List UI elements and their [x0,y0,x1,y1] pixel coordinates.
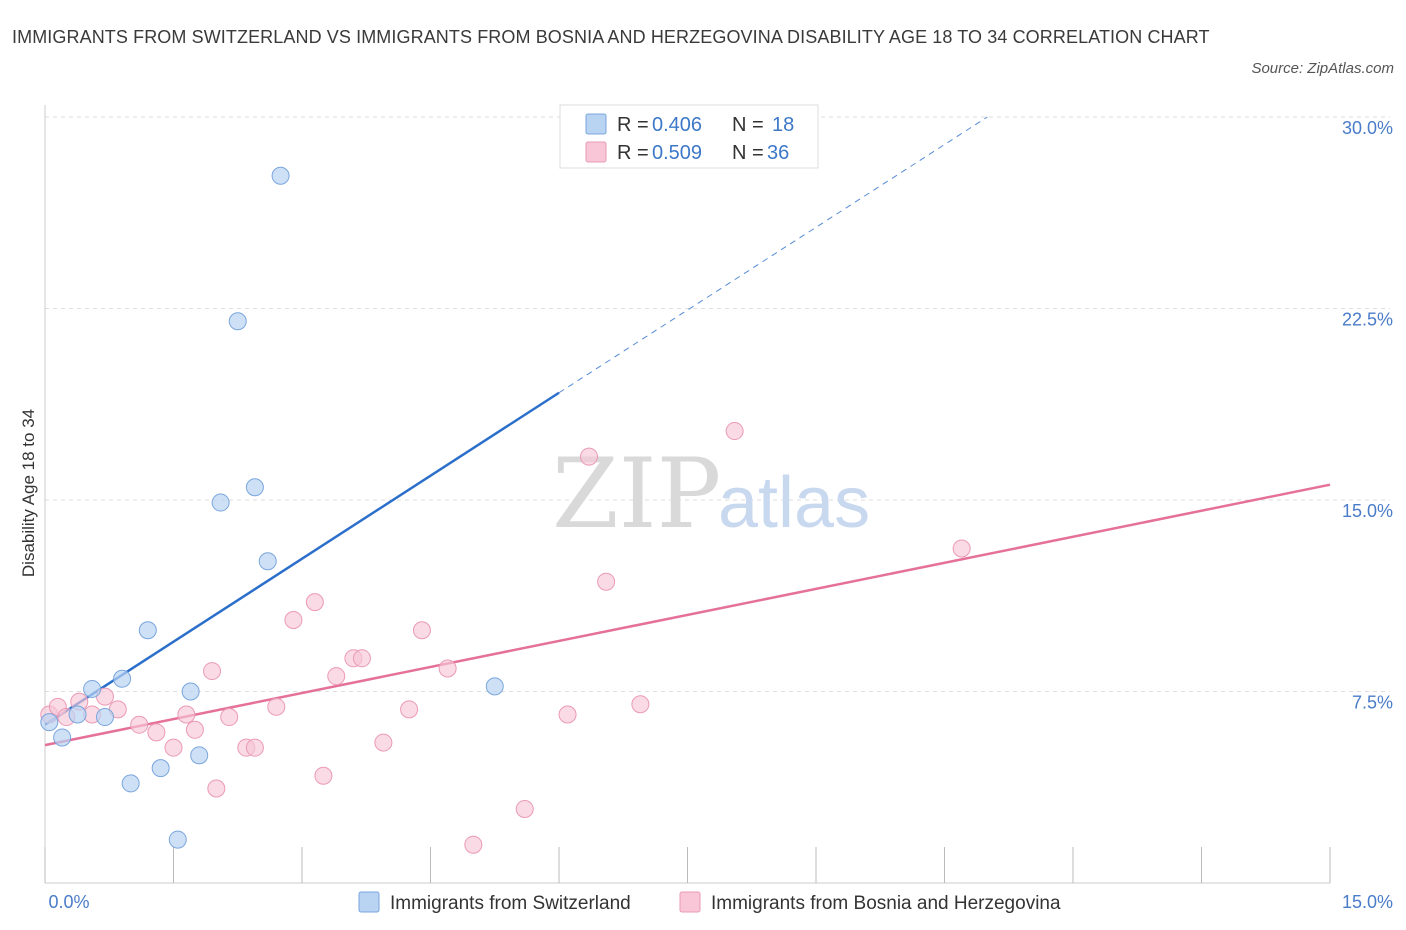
bottom-legend-label: Immigrants from Switzerland [390,893,631,914]
trend-layer [44,116,1331,747]
bottom-legend-swatch-pink [679,891,701,913]
chart-title: IMMIGRANTS FROM SWITZERLAND VS IMMIGRANT… [12,27,1210,47]
legend-swatch-pink [585,141,607,163]
legend-n-label: N = [732,114,764,136]
data-point-bosnia [374,733,393,752]
data-point-bosnia [130,715,149,734]
data-point-bosnia [579,447,598,466]
data-point-bosnia [412,621,431,640]
data-point-switzerland [228,312,247,331]
data-point-bosnia [203,662,222,681]
data-point-switzerland [190,746,209,765]
data-point-bosnia [352,649,371,668]
data-point-switzerland [168,830,187,849]
points-layer [40,166,971,854]
bottom-legend-swatch-blue [358,891,380,913]
source-label: Source: ZipAtlas.com [1251,60,1394,77]
data-point-bosnia [314,766,333,785]
data-point-switzerland [211,493,230,512]
data-point-bosnia [464,835,483,854]
trend-line-bosnia [44,483,1331,747]
data-point-switzerland [68,705,87,724]
x-tick-label: 0.0% [48,892,89,912]
data-point-switzerland [113,669,132,688]
data-point-bosnia [185,720,204,739]
y-tick-label: 7.5% [1352,693,1393,713]
data-point-switzerland [271,166,290,185]
data-point-bosnia [305,593,324,612]
data-point-bosnia [597,572,616,591]
legend-n-value: 18 [772,114,794,136]
data-point-switzerland [151,759,170,778]
data-point-switzerland [181,682,200,701]
data-point-switzerland [138,621,157,640]
data-point-bosnia [284,611,303,630]
legend-swatch-blue [585,113,607,135]
data-point-bosnia [631,695,650,714]
data-point-bosnia [245,738,264,757]
data-point-switzerland [53,728,72,747]
y-tick-label: 22.5% [1342,310,1393,330]
data-point-bosnia [220,708,239,727]
trend-line-switzerland [44,391,560,726]
data-point-switzerland [40,713,59,732]
watermark-zip: ZIP [552,438,721,550]
data-point-bosnia [400,700,419,719]
legend-n-label: N = [732,142,764,164]
data-point-switzerland [258,552,277,571]
data-point-bosnia [438,659,457,678]
data-point-switzerland [83,679,102,698]
grid-layer [45,116,1390,692]
data-point-bosnia [725,422,744,441]
watermark: ZIP atlas [552,438,870,550]
data-point-bosnia [515,799,534,818]
data-point-bosnia [267,697,286,716]
data-point-switzerland [245,478,264,497]
y-axis-title: Disability Age 18 to 34 [19,409,38,577]
data-point-switzerland [121,774,140,793]
legend-r-label: R = [617,142,649,164]
data-point-switzerland [95,708,114,727]
y-tick-label: 15.0% [1342,501,1393,521]
legend-r-label: R = [617,114,649,136]
data-point-bosnia [558,705,577,724]
data-point-bosnia [207,779,226,798]
data-point-bosnia [952,539,971,558]
legend-r-value: 0.509 [652,142,702,164]
y-tick-label: 30.0% [1342,118,1393,138]
data-point-bosnia [177,705,196,724]
data-point-switzerland [485,677,504,696]
legend-n-value: 36 [767,142,789,164]
trend-line-switzerland-extension [558,116,988,394]
legend-r-value: 0.406 [652,114,702,136]
data-point-bosnia [164,738,183,757]
bottom-legend-label: Immigrants from Bosnia and Herzegovina [711,893,1061,914]
watermark-atlas: atlas [718,463,870,543]
top-legend: R = 0.406 N = 18 R = 0.509 N = 36 [559,104,819,169]
data-point-bosnia [147,723,166,742]
axis-layer: 7.5% 15.0% 22.5% 30.0% 0.0% 15.0% [44,105,1393,912]
data-point-bosnia [327,667,346,686]
bottom-legend: Immigrants from Switzerland Immigrants f… [358,891,1061,914]
x-tick-label: 15.0% [1342,892,1393,912]
